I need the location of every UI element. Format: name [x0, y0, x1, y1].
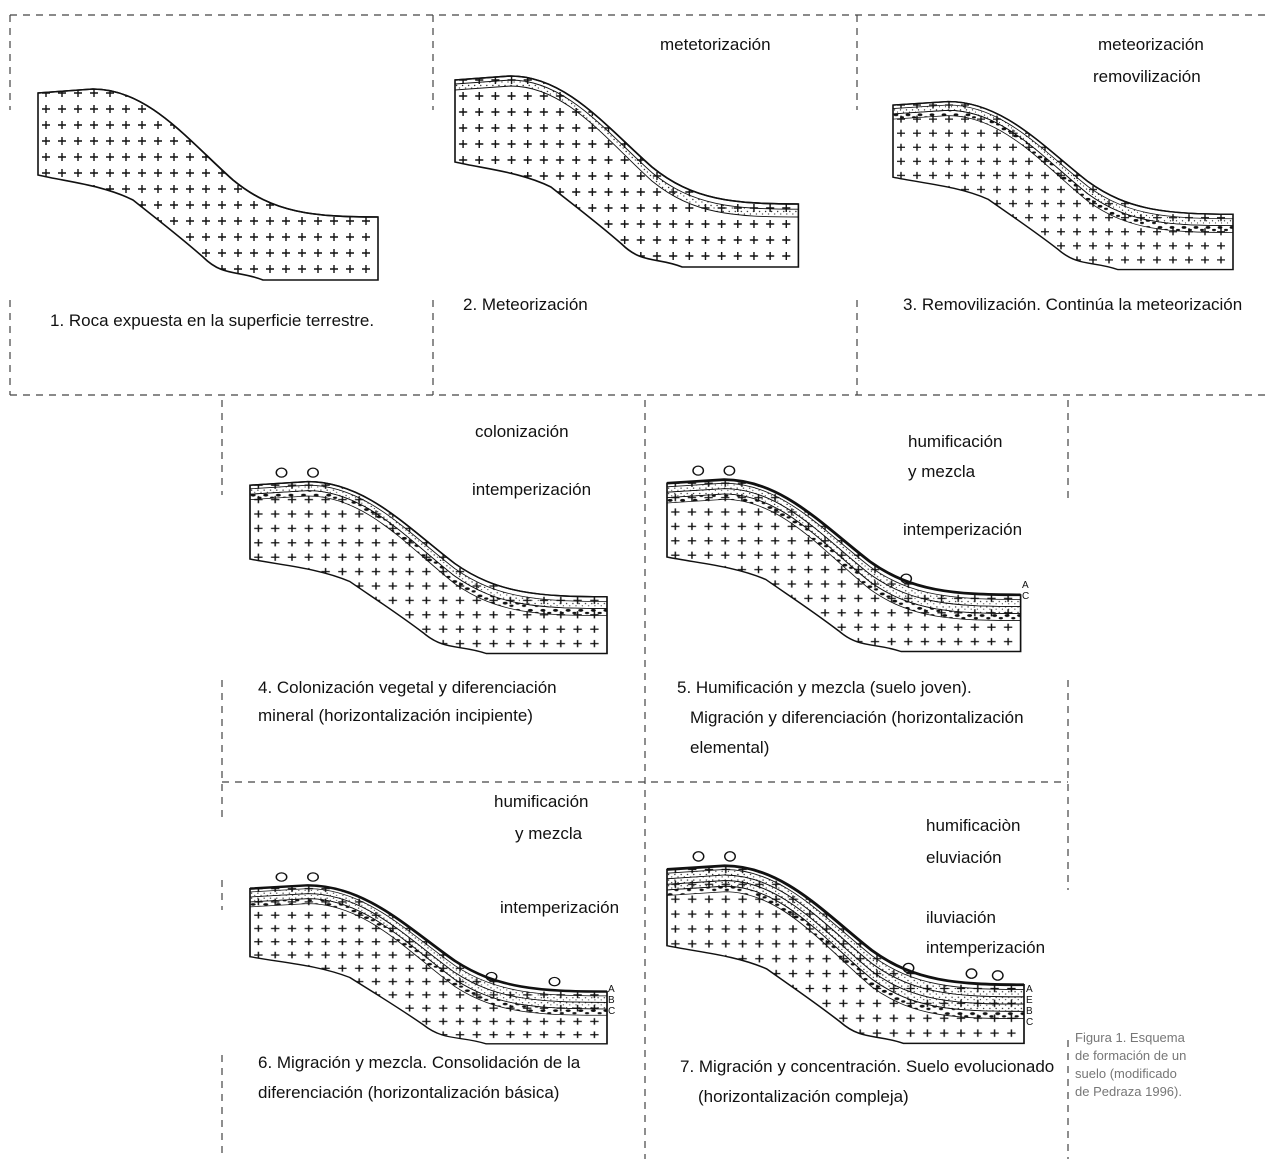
- panel-caption: mineral (horizontalización incipiente): [258, 706, 533, 725]
- horizon-label: C: [608, 1006, 615, 1017]
- panel-caption: diferenciación (horizontalización básica…: [258, 1083, 559, 1102]
- bedrock: [250, 482, 607, 654]
- process-label: intemperización: [472, 480, 591, 499]
- soil-profile: [455, 76, 798, 267]
- figure: 1. Roca expuesta en la superficie terres…: [0, 0, 1270, 1159]
- plant: [993, 971, 1004, 980]
- panel-caption: elemental): [690, 738, 769, 757]
- process-label: intemperización: [500, 898, 619, 917]
- horizon-label: C: [1022, 591, 1029, 602]
- process-label: iluviación: [926, 908, 996, 927]
- process-label: eluviación: [926, 848, 1002, 867]
- plant: [724, 466, 734, 475]
- horizon-label: A: [1022, 580, 1029, 591]
- horizon-label: E: [1026, 995, 1033, 1006]
- figure-caption: de formación de un: [1075, 1048, 1186, 1063]
- horizon-label: B: [608, 995, 615, 1006]
- panel-caption: 4. Colonización vegetal y diferenciación: [258, 678, 557, 697]
- bedrock: [893, 102, 1233, 270]
- plant: [966, 969, 977, 978]
- horizon-label: B: [1026, 1006, 1033, 1017]
- plant: [308, 873, 319, 881]
- panel-caption: 3. Removilización. Continúa la meteoriza…: [903, 295, 1242, 314]
- process-label: intemperización: [926, 938, 1045, 957]
- process-label: humificación: [908, 432, 1003, 451]
- plant: [693, 466, 703, 475]
- process-label: humificaciòn: [926, 816, 1021, 835]
- figure-caption: suelo (modificado: [1075, 1066, 1177, 1081]
- plant: [549, 977, 560, 985]
- process-label: humificación: [494, 792, 589, 811]
- soil-profile: [893, 102, 1233, 270]
- figure-caption: Figura 1. Esquema: [1075, 1030, 1186, 1045]
- plant: [693, 852, 704, 861]
- process-label: y mezcla: [515, 824, 583, 843]
- process-label: y mezcla: [908, 462, 976, 481]
- plant: [276, 873, 287, 881]
- process-label: colonización: [475, 422, 569, 441]
- plant: [276, 468, 287, 477]
- soil-profile: [38, 89, 378, 280]
- process-label: meteorización: [1098, 35, 1204, 54]
- horizon-label: A: [1026, 984, 1033, 995]
- process-label: intemperización: [903, 520, 1022, 539]
- plant: [725, 852, 736, 861]
- process-label: metetorización: [660, 35, 771, 54]
- panel-caption: 2. Meteorización: [463, 295, 588, 314]
- soil-profile: [667, 466, 1021, 651]
- figure-caption: de Pedraza 1996).: [1075, 1084, 1182, 1099]
- horizon-label: A: [608, 984, 615, 995]
- panel-caption: 1. Roca expuesta en la superficie terres…: [50, 311, 374, 330]
- panel-caption: 5. Humificación y mezcla (suelo joven).: [677, 678, 972, 697]
- panel-caption: 7. Migración y concentración. Suelo evol…: [680, 1057, 1054, 1076]
- panel-caption: Migración y diferenciación (horizontaliz…: [690, 708, 1024, 727]
- panel-caption: (horizontalización compleja): [698, 1087, 909, 1106]
- plant: [308, 468, 319, 477]
- panel-caption: 6. Migración y mezcla. Consolidación de …: [258, 1053, 581, 1072]
- horizon-label: C: [1026, 1017, 1033, 1028]
- bedrock: [38, 89, 378, 280]
- process-label: removilización: [1093, 67, 1201, 86]
- bedrock: [455, 76, 798, 267]
